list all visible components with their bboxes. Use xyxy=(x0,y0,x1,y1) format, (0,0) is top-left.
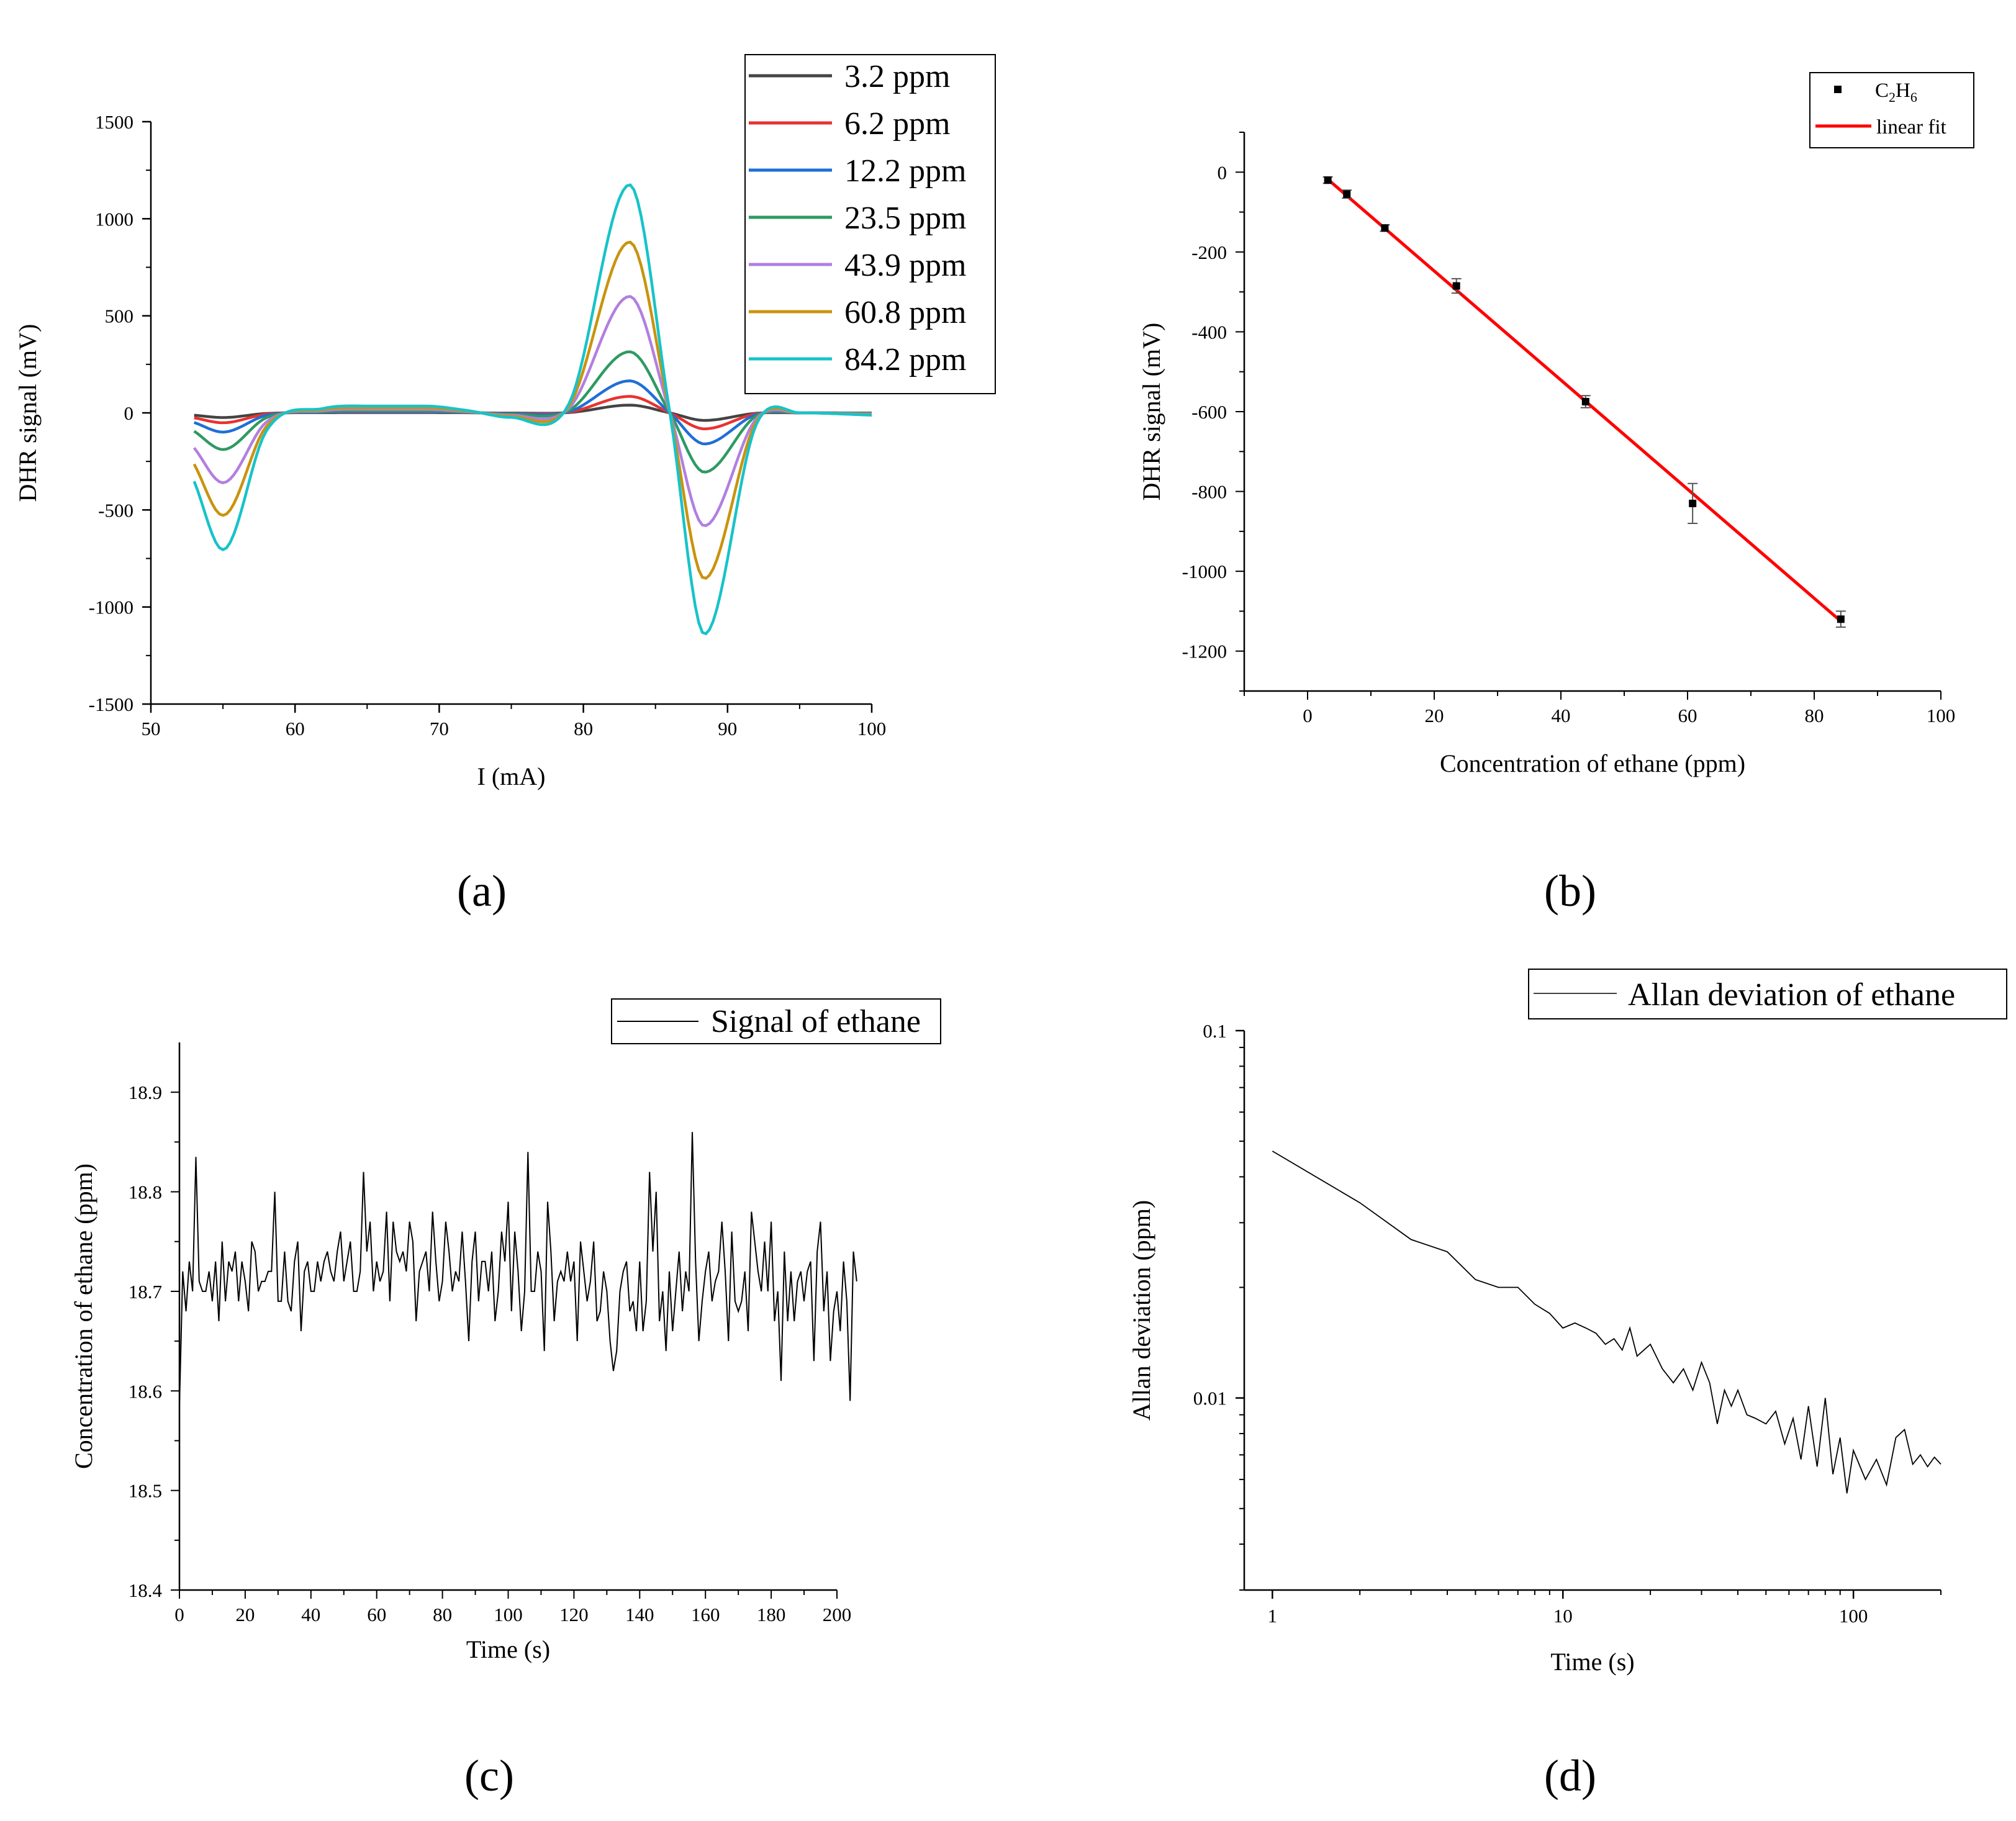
x-tick-label: 60 xyxy=(1678,705,1697,726)
chart-panel-c: 0 20 40 60 80 100 120 140 160 180 200 18.4 18.5 18.6 1… xyxy=(70,998,941,1801)
x-tick-label: 80 xyxy=(574,718,593,739)
x-tick-label: 10 xyxy=(1553,1605,1573,1627)
data-point xyxy=(1343,190,1351,198)
legend-label: Signal of ethane xyxy=(711,1004,921,1039)
data-point xyxy=(1324,176,1332,184)
legend-label-part: 2 xyxy=(1889,89,1896,105)
x-tick-label: 180 xyxy=(757,1604,786,1625)
y-axis-title: DHR signal (mV) xyxy=(1137,323,1165,501)
x-tick-label: 80 xyxy=(1805,705,1824,726)
x-tick-label: 0 xyxy=(174,1604,184,1625)
x-tick-label: 50 xyxy=(142,718,161,739)
y-tick-label: -1200 xyxy=(1182,641,1227,662)
legend-label: 23.5 ppm xyxy=(844,201,966,236)
x-tick-label: 40 xyxy=(301,1604,320,1625)
x-tick-label: 100 xyxy=(1839,1605,1868,1627)
x-tick-label: 70 xyxy=(430,718,449,739)
x-tick-label: 60 xyxy=(367,1604,386,1625)
y-tick-label: 18.8 xyxy=(129,1182,162,1203)
legend-label: Allan deviation of ethane xyxy=(1628,977,1955,1013)
panel-label-c: (c) xyxy=(464,1751,514,1801)
legend-label: 3.2 ppm xyxy=(844,59,950,94)
y-tick-label: 18.9 xyxy=(129,1082,162,1103)
y-tick-label: -200 xyxy=(1191,242,1227,263)
x-tick-label: 60 xyxy=(286,718,305,739)
x-tick-label: 160 xyxy=(691,1604,720,1625)
x-tick-label: 120 xyxy=(559,1604,589,1625)
chart-panel-d: 1 10 100 0.01 0.1 Time (s) Allan deviation (pp… xyxy=(1128,969,2007,1801)
x-tick-label: 100 xyxy=(857,718,887,739)
series-line-signal xyxy=(179,1132,857,1406)
x-tick-label: 200 xyxy=(823,1604,852,1625)
series-line-allan xyxy=(1272,1150,1941,1494)
legend-label-part: C xyxy=(1875,79,1889,102)
x-tick-label: 100 xyxy=(1927,705,1956,726)
legend-point-marker xyxy=(1834,86,1842,93)
x-axis-title: Time (s) xyxy=(466,1635,550,1663)
legend-label: 43.9 ppm xyxy=(844,248,966,283)
y-tick-label: 18.6 xyxy=(129,1380,162,1402)
legend-label-points: C2H6 xyxy=(1875,79,1917,105)
legend-label: 60.8 ppm xyxy=(844,295,966,330)
x-tick-label: 80 xyxy=(433,1604,452,1625)
y-tick-label: 18.7 xyxy=(129,1281,162,1303)
x-tick-label: 0 xyxy=(1303,705,1313,726)
y-tick-label: 0 xyxy=(1218,161,1227,183)
y-tick-label: 0.1 xyxy=(1203,1020,1227,1042)
y-tick-label: 0.01 xyxy=(1193,1388,1227,1409)
x-tick-label: 20 xyxy=(235,1604,255,1625)
panel-label-b: (b) xyxy=(1544,866,1596,916)
x-axis-title: I (mA) xyxy=(477,762,546,790)
legend-box xyxy=(1528,969,2007,1019)
x-tick-label: 40 xyxy=(1552,705,1571,726)
y-tick-label: 18.4 xyxy=(129,1579,163,1601)
y-tick-label: -1000 xyxy=(89,597,133,618)
x-axis-title: Time (s) xyxy=(1550,1648,1634,1676)
x-tick-label: 100 xyxy=(494,1604,523,1625)
legend-box xyxy=(1809,72,1974,148)
y-tick-label: 500 xyxy=(105,305,134,327)
x-axis-title: Concentration of ethane (ppm) xyxy=(1440,749,1745,777)
y-tick-label: -600 xyxy=(1191,401,1227,423)
panel-label-d: (d) xyxy=(1544,1751,1596,1801)
y-tick-label: 0 xyxy=(124,402,134,424)
y-tick-label: 1000 xyxy=(95,208,133,230)
y-tick-label: -1500 xyxy=(89,694,133,715)
legend-label-part: 6 xyxy=(1910,89,1917,105)
x-tick-label: 1 xyxy=(1268,1605,1278,1627)
y-axis-title: Allan deviation (ppm) xyxy=(1128,1200,1155,1421)
data-point xyxy=(1581,397,1589,405)
legend-label: 6.2 ppm xyxy=(844,106,950,142)
x-tick-label: 90 xyxy=(718,718,737,739)
data-point xyxy=(1837,615,1845,623)
x-tick-label: 20 xyxy=(1425,705,1444,726)
y-tick-label: -500 xyxy=(98,499,133,521)
y-tick-label: -400 xyxy=(1191,321,1227,343)
legend-label-fit: linear fit xyxy=(1876,116,1946,138)
y-tick-label: 18.5 xyxy=(129,1480,162,1502)
data-point xyxy=(1381,224,1389,232)
y-tick-label: -1000 xyxy=(1182,561,1227,582)
legend-box xyxy=(744,54,996,394)
y-axis-title: DHR signal (mV) xyxy=(14,324,42,502)
series-line-7 xyxy=(192,183,872,636)
x-tick-label: 140 xyxy=(625,1604,654,1625)
legend-label: 84.2 ppm xyxy=(844,342,966,377)
y-axis-title: Concentration of ethane (ppm) xyxy=(70,1164,97,1469)
data-point xyxy=(1452,282,1460,290)
y-tick-label: 1500 xyxy=(95,111,133,133)
legend-label-part: H xyxy=(1896,79,1910,102)
chart-panel-b: 0 20 40 60 80 100 -1200 -1000 -800 -600 -400 -200 0 C… xyxy=(1137,72,1974,916)
chart-panel-a: 50 60 70 80 90 100 -1500 -1000 -500 0 500 1000 1500 I… xyxy=(14,54,996,916)
y-tick-label: -800 xyxy=(1191,481,1227,503)
legend-label: 12.2 ppm xyxy=(844,153,966,189)
data-point xyxy=(1689,499,1697,507)
panel-label-a: (a) xyxy=(457,866,507,916)
